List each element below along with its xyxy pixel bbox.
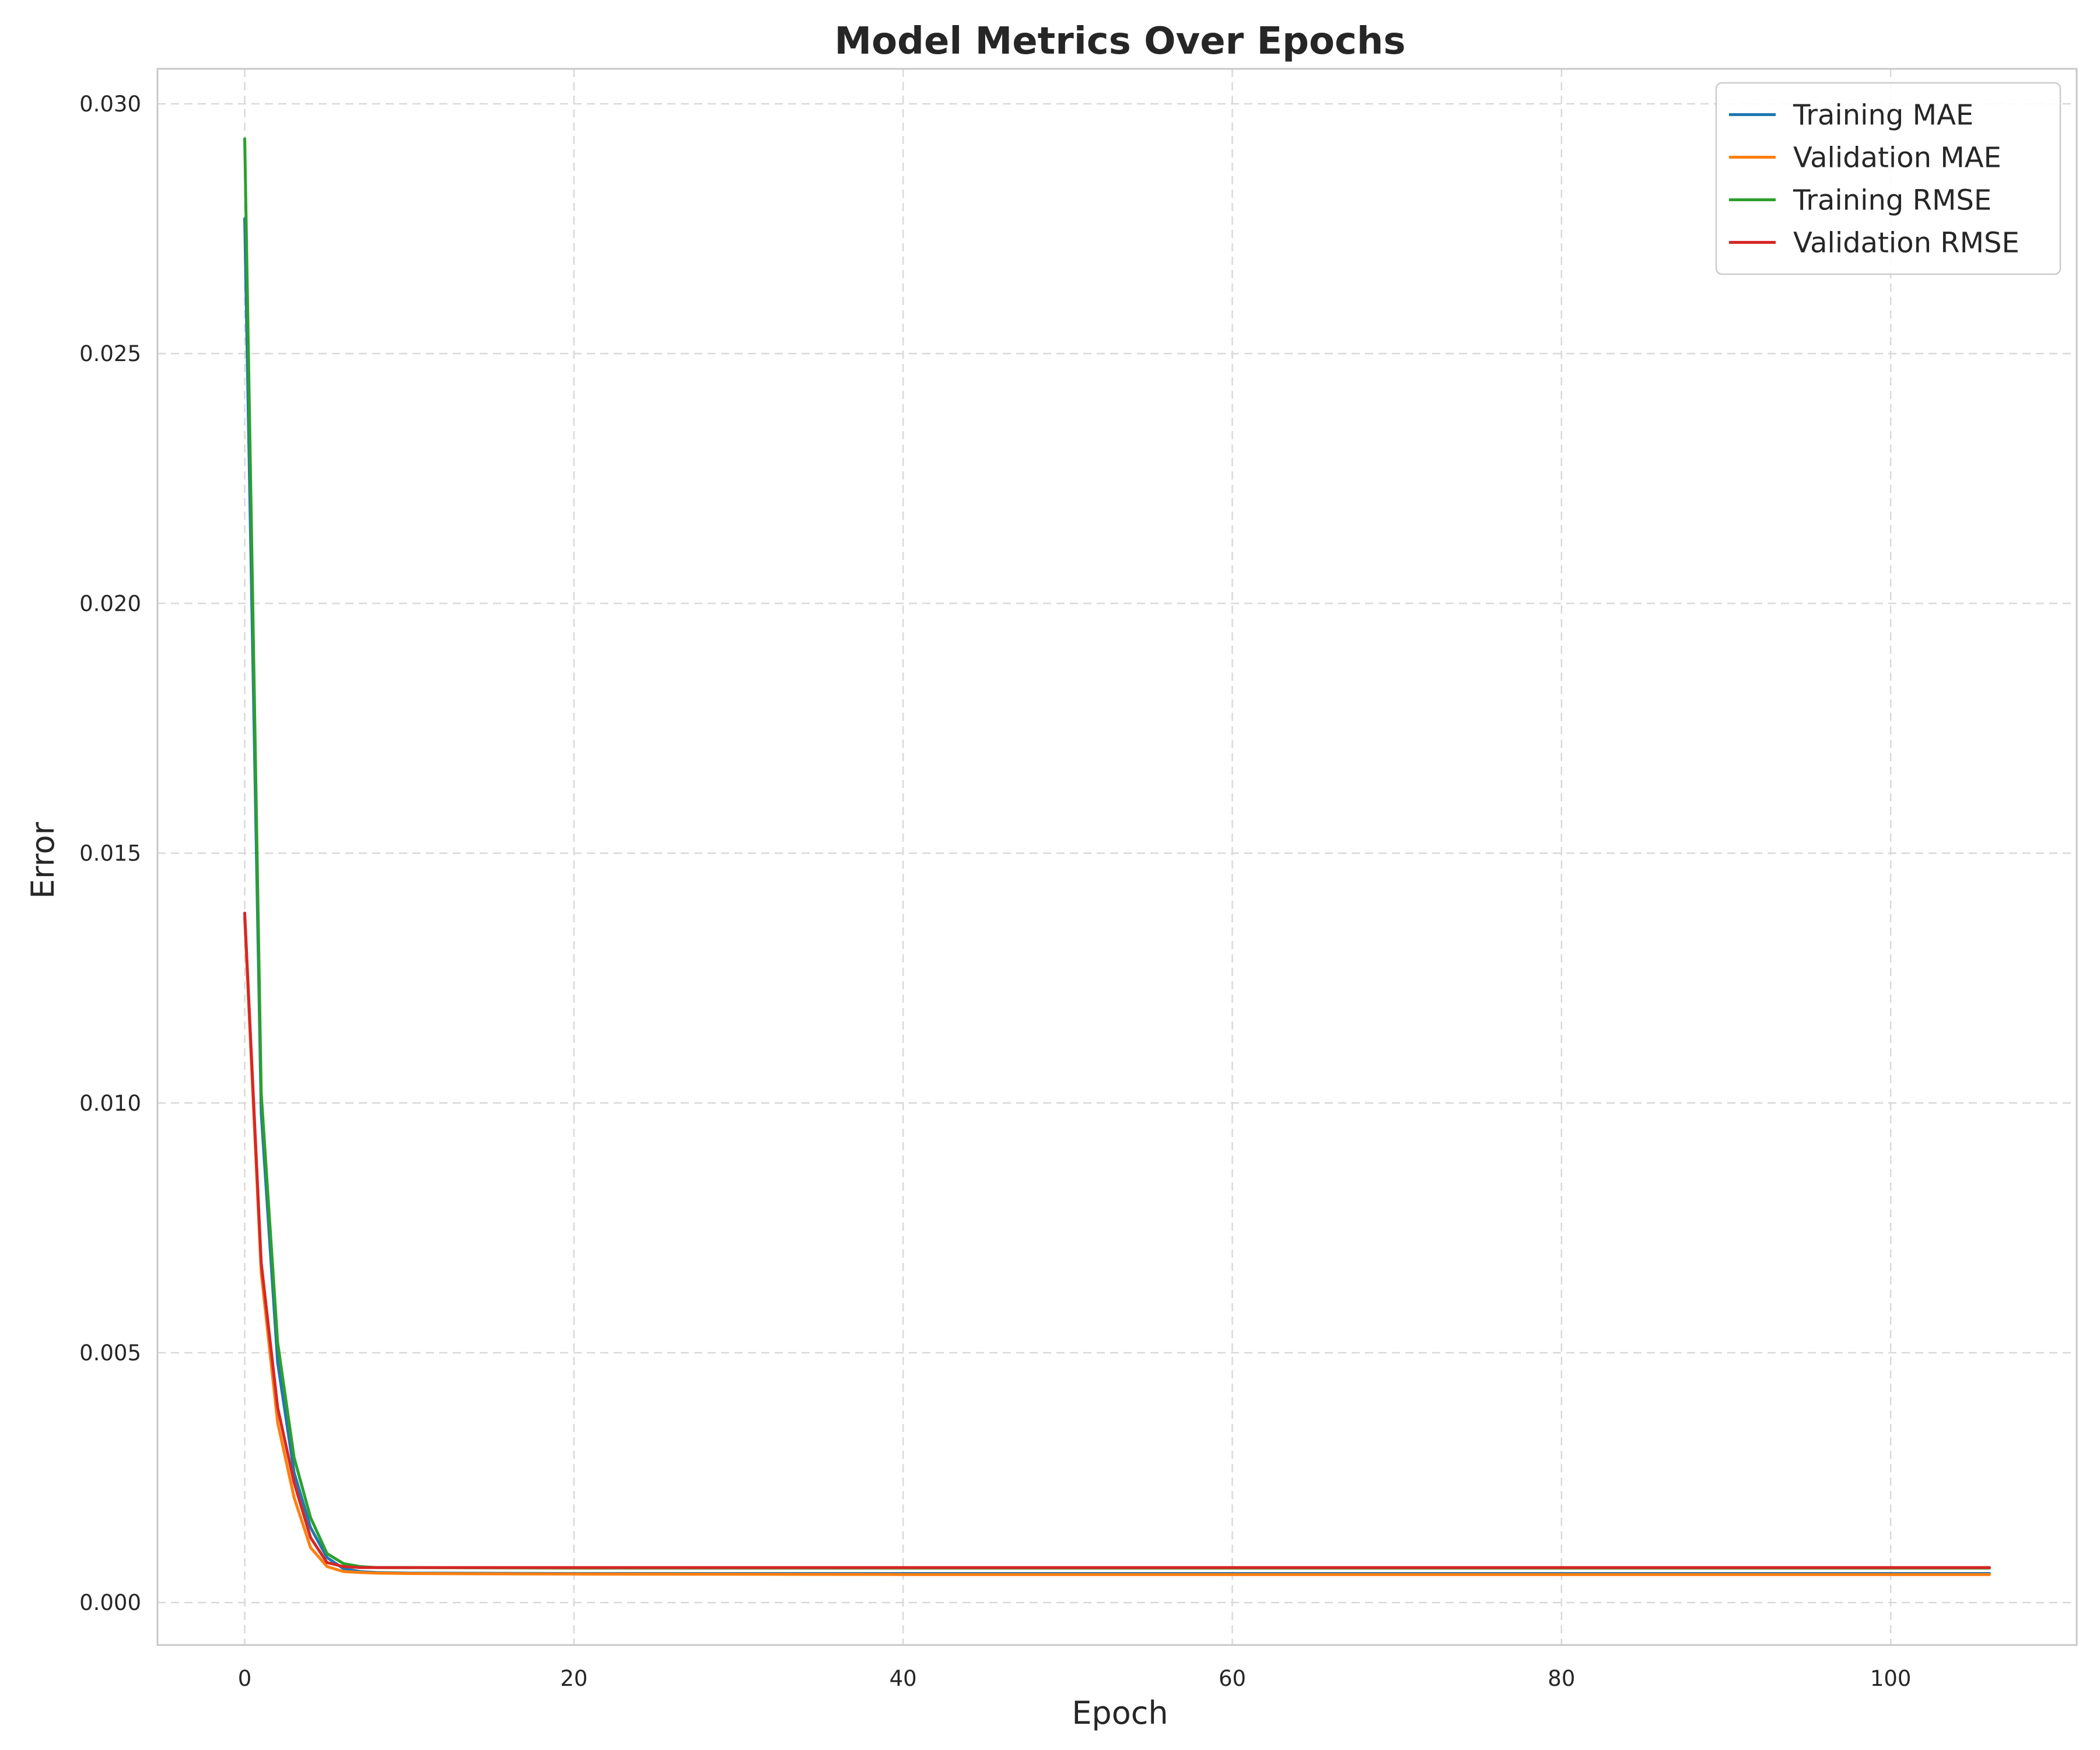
chart-title: Model Metrics Over Epochs: [834, 20, 1405, 63]
grid-layer: [158, 69, 2077, 1645]
x-tick-labels: 0 20 40 60 80 100: [238, 1666, 1912, 1691]
y-tick-label: 0.000: [79, 1590, 141, 1615]
series-line-validation-rmse: [243, 911, 1991, 1569]
y-tick-labels: 0.000 0.005 0.010 0.015 0.020 0.025 0.030: [79, 92, 141, 1615]
legend-box: [1715, 82, 2062, 275]
series-line-validation-mae: [243, 916, 1991, 1576]
x-tick-label: 100: [1870, 1666, 1912, 1691]
x-tick-label: 0: [238, 1666, 252, 1691]
plot-frame: [156, 68, 2078, 1646]
y-tick-label: 0.010: [79, 1091, 141, 1116]
x-axis-label: Epoch: [1072, 1695, 1168, 1731]
y-tick-label: 0.005: [79, 1340, 141, 1366]
legend-label: Training MAE: [1793, 99, 1973, 132]
y-tick-label: 0.030: [79, 92, 141, 117]
legend-label: Validation RMSE: [1793, 227, 2020, 260]
x-tick-label: 20: [560, 1666, 587, 1691]
legend: Training MAE Validation MAE Training RMSE V…: [1715, 82, 2062, 275]
x-tick-label: 60: [1219, 1666, 1246, 1691]
y-axis-label: Error: [24, 821, 61, 898]
legend-label: Training RMSE: [1793, 184, 1992, 217]
series-layer: [243, 137, 1991, 1576]
x-tick-label: 80: [1548, 1666, 1575, 1691]
y-tick-label: 0.025: [79, 341, 141, 366]
x-tick-label: 40: [890, 1666, 917, 1691]
y-tick-label: 0.020: [79, 591, 141, 616]
legend-label: Validation MAE: [1793, 142, 2001, 174]
y-tick-label: 0.015: [79, 841, 141, 866]
